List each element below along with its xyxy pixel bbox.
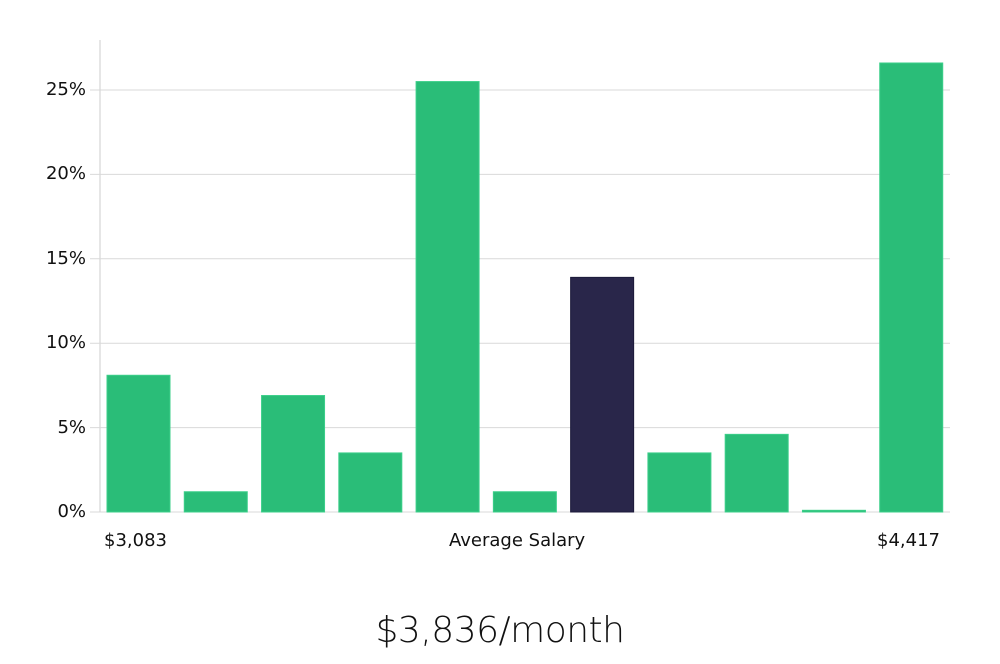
y-tick-label: 0% (57, 501, 86, 522)
bar (338, 452, 403, 513)
y-tick-label: 5% (57, 416, 86, 438)
bar (106, 374, 171, 513)
y-tick-label: 15% (45, 247, 86, 269)
bar (183, 491, 248, 513)
y-tick-label: 20% (45, 163, 86, 185)
x-axis-title: Average Salary (449, 530, 586, 551)
bar (415, 81, 480, 513)
bar (261, 395, 326, 513)
bar (801, 509, 866, 513)
bar (879, 62, 944, 513)
y-tick-label: 25% (45, 79, 86, 100)
bar (647, 452, 712, 513)
average-salary-headline: $3,836/month (375, 610, 625, 651)
bar (724, 433, 789, 513)
x-axis-max-label: $4,417 (877, 530, 940, 551)
bar (492, 491, 557, 513)
y-tick-label: 10% (45, 332, 86, 354)
highlighted-bar (570, 276, 635, 513)
x-axis-min-label: $3,083 (104, 530, 167, 551)
